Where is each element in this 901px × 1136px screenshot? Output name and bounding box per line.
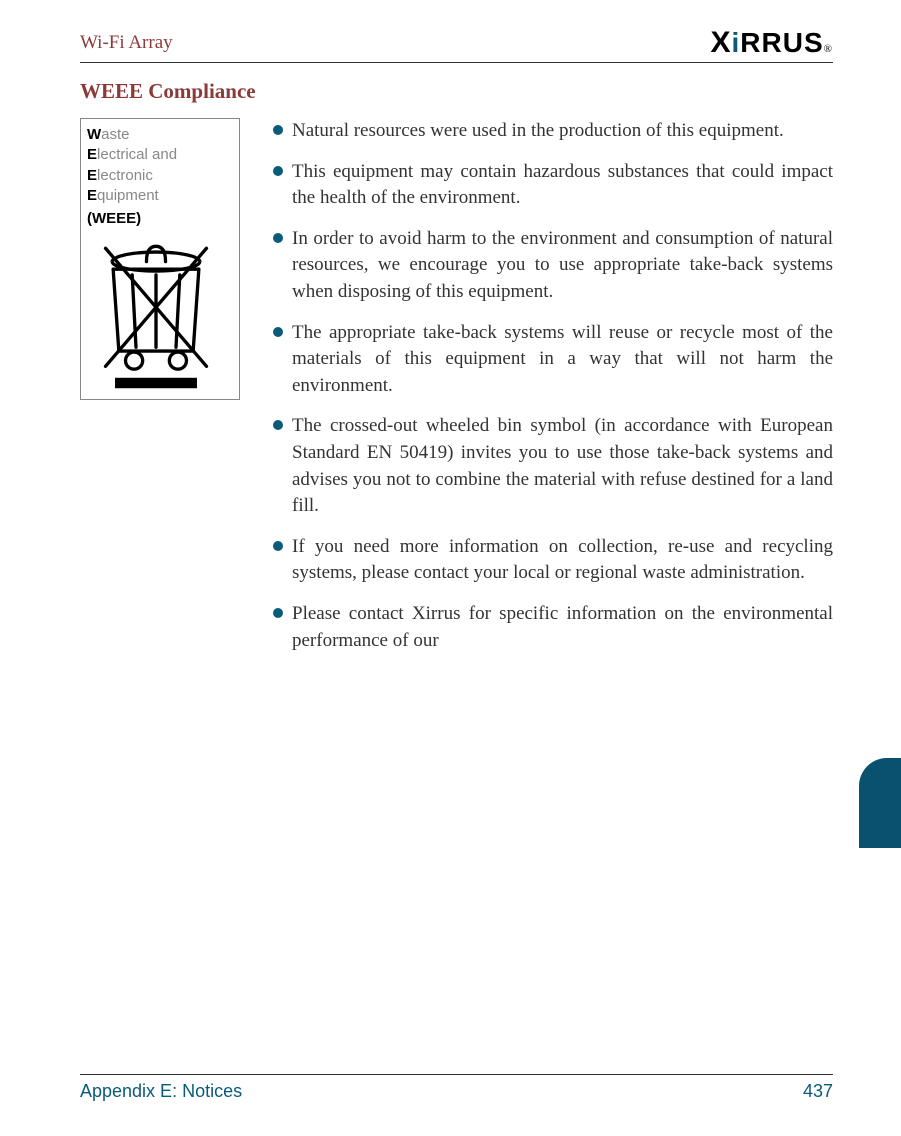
page-number: 437 xyxy=(803,1081,833,1102)
header-title: Wi-Fi Array xyxy=(80,32,173,54)
weee-symbol-box: Waste Electrical and Electronic Equipmen… xyxy=(80,118,240,400)
bullet-text: Natural resources were used in the produ… xyxy=(292,118,833,145)
footer-section-title: Appendix E: Notices xyxy=(80,1081,242,1102)
section-tab-icon xyxy=(859,758,901,848)
weee-line: Waste xyxy=(87,125,237,145)
bullet-icon xyxy=(264,159,292,176)
logo-registered-icon: ® xyxy=(824,43,833,55)
weee-line: Electronic xyxy=(87,166,237,186)
bullet-text: If you need more information on collecti… xyxy=(292,534,833,587)
bullet-text: In order to avoid harm to the environmen… xyxy=(292,226,833,306)
bullet-text: Please contact Xirrus for specific infor… xyxy=(292,601,833,654)
bullet-text: The crossed-out wheeled bin symbol (in a… xyxy=(292,413,833,519)
list-item: Natural resources were used in the produ… xyxy=(264,118,833,145)
list-item: The crossed-out wheeled bin symbol (in a… xyxy=(264,413,833,519)
weee-line: Equipment xyxy=(87,186,237,206)
list-item: The appropriate take-back systems will r… xyxy=(264,320,833,400)
list-item: This equipment may contain hazardous sub… xyxy=(264,159,833,212)
page-header: Wi-Fi Array X iRRUS ® xyxy=(80,28,833,63)
bullet-icon xyxy=(264,226,292,243)
weee-line: Electrical and xyxy=(87,145,237,165)
bullet-icon xyxy=(264,534,292,551)
logo-x: X xyxy=(711,28,732,58)
bullet-icon xyxy=(264,320,292,337)
bullet-list: Natural resources were used in the produ… xyxy=(264,118,833,668)
bullet-text: This equipment may contain hazardous sub… xyxy=(292,159,833,212)
list-item: In order to avoid harm to the environmen… xyxy=(264,226,833,306)
brand-logo: X iRRUS ® xyxy=(711,28,834,58)
list-item: If you need more information on collecti… xyxy=(264,534,833,587)
weee-bold-label: (WEEE) xyxy=(87,210,237,227)
weee-acronym: Waste Electrical and Electronic Equipmen… xyxy=(87,125,237,206)
bullet-icon xyxy=(264,413,292,430)
list-item: Please contact Xirrus for specific infor… xyxy=(264,601,833,654)
bullet-icon xyxy=(264,118,292,135)
bullet-icon xyxy=(264,601,292,618)
page-footer: Appendix E: Notices 437 xyxy=(80,1074,833,1102)
logo-text: iRRUS xyxy=(732,29,824,57)
crossed-bin-icon xyxy=(91,233,221,393)
content-row: Waste Electrical and Electronic Equipmen… xyxy=(80,118,833,668)
bullet-text: The appropriate take-back systems will r… xyxy=(292,320,833,400)
section-title: WEEE Compliance xyxy=(80,79,833,104)
